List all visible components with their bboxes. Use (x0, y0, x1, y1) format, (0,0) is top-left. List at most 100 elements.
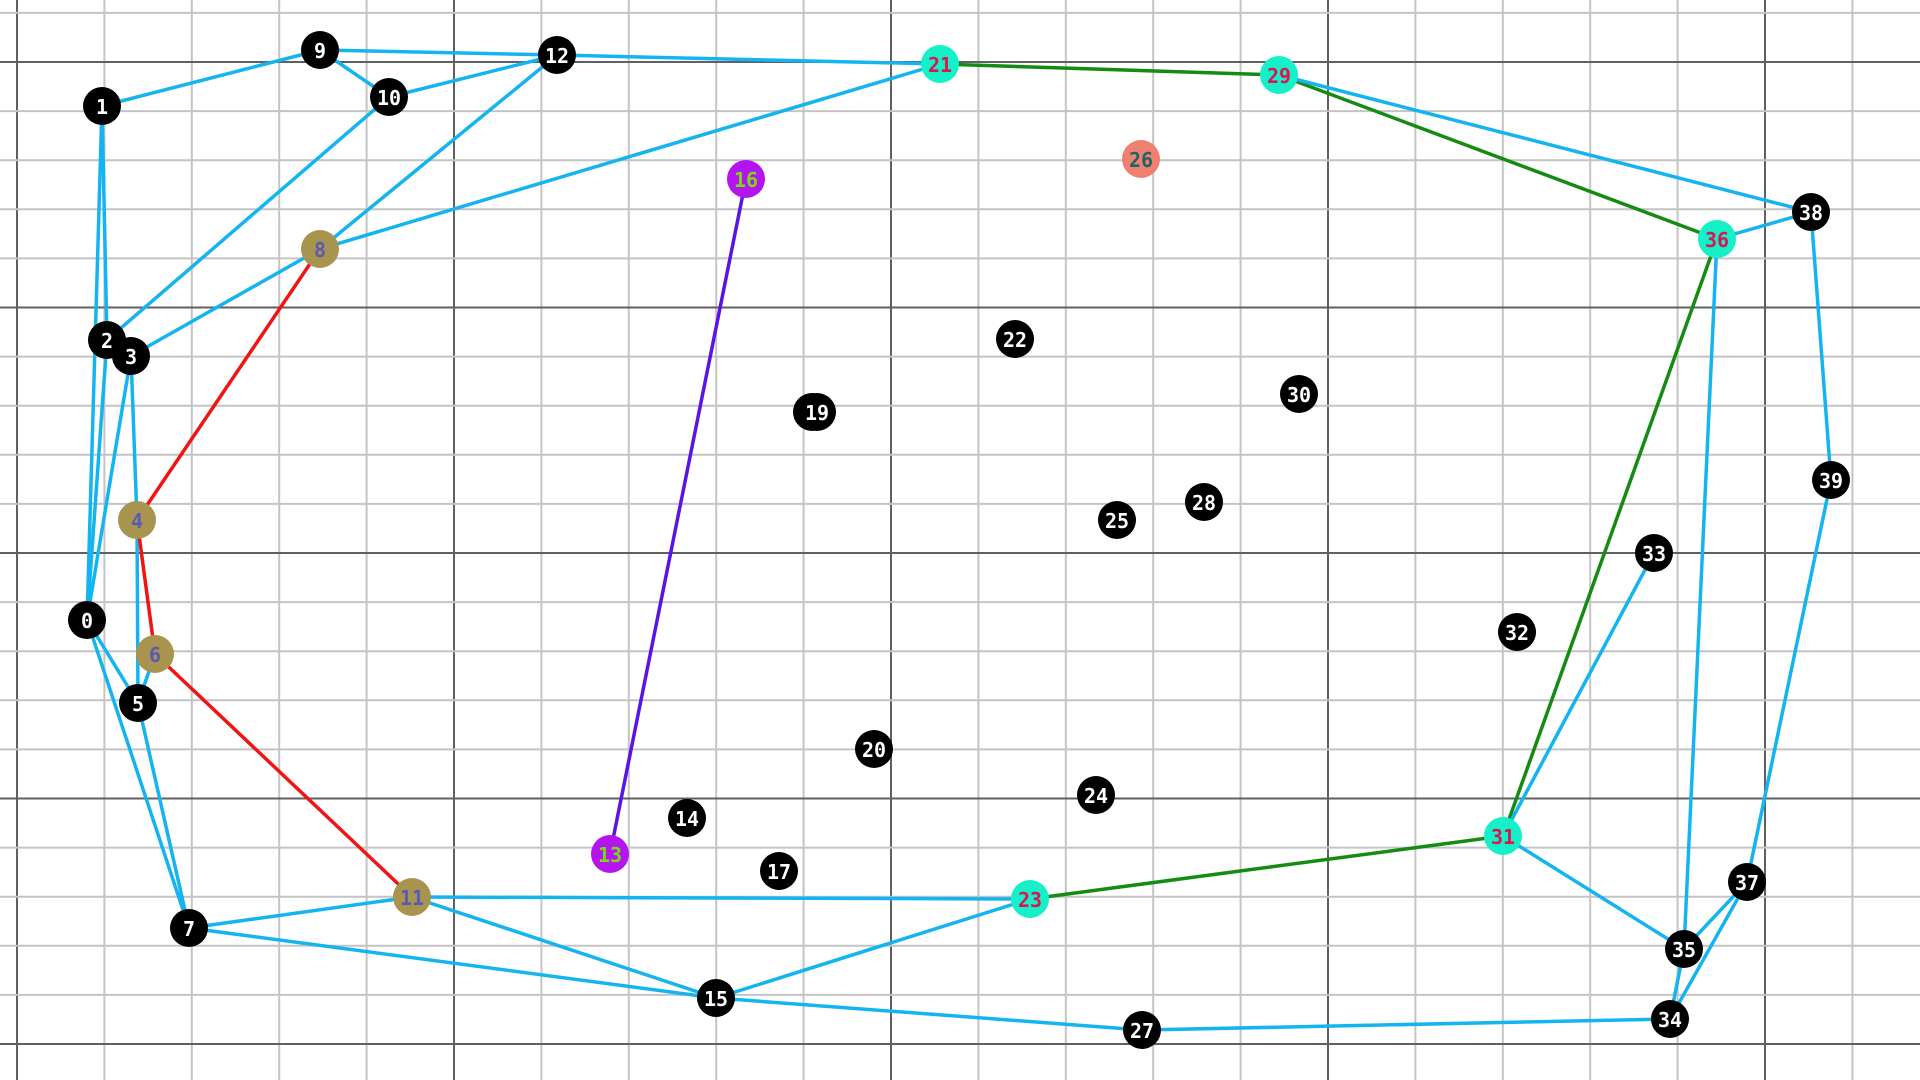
node-circle (1665, 930, 1703, 968)
node-16[interactable]: 16 (727, 160, 765, 198)
node-26[interactable]: 26 (1122, 140, 1160, 178)
node-circle (760, 852, 798, 890)
node-label: 30 (1287, 383, 1311, 407)
edge-21-29 (938, 62, 1281, 77)
node-circle (1185, 483, 1223, 521)
node-28[interactable]: 28 (1185, 483, 1223, 521)
node-circle (798, 393, 836, 431)
node-circle (1123, 1011, 1161, 1049)
node-23[interactable]: 23 (1011, 880, 1049, 918)
node-circle (83, 87, 121, 125)
node-label: 27 (1130, 1019, 1154, 1043)
node-8[interactable]: 8 (301, 230, 339, 268)
node-circle (136, 635, 174, 673)
node-12[interactable]: 12 (538, 36, 576, 74)
node-33[interactable]: 33 (1635, 534, 1673, 572)
node-25[interactable]: 25 (1098, 501, 1136, 539)
edge-36-35 (1682, 237, 1719, 951)
edge-9-12 (318, 48, 559, 57)
node-24[interactable]: 24 (1077, 776, 1115, 814)
node-circle (1698, 220, 1736, 258)
edge-31-35 (1501, 834, 1686, 951)
node-27[interactable]: 27 (1123, 1011, 1161, 1049)
edge-6-11 (153, 652, 414, 899)
node-label: 2 (101, 329, 113, 353)
node-32[interactable]: 32 (1498, 613, 1536, 651)
node-label: 1 (96, 95, 108, 119)
node-35[interactable]: 35 (1665, 930, 1703, 968)
edge-2-0 (85, 338, 109, 622)
node-label: 17 (767, 860, 791, 884)
node-circle (301, 31, 339, 69)
node-label: 25 (1105, 509, 1129, 533)
node-circle (668, 799, 706, 837)
node-label: 11 (400, 886, 424, 910)
node-5[interactable]: 5 (119, 684, 157, 722)
node-38[interactable]: 38 (1792, 193, 1830, 231)
node-36[interactable]: 36 (1698, 220, 1736, 258)
node-label: 4 (131, 509, 143, 533)
node-34[interactable]: 34 (1651, 1000, 1689, 1038)
edge-4-5 (135, 518, 140, 705)
edge-11-23 (410, 895, 1032, 901)
node-label: 39 (1819, 469, 1843, 493)
node-39[interactable]: 39 (1812, 461, 1850, 499)
node-15[interactable]: 15 (697, 979, 735, 1017)
node-14[interactable]: 14 (668, 799, 706, 837)
node-circle (727, 160, 765, 198)
node-9[interactable]: 9 (301, 31, 339, 69)
node-circle (1122, 140, 1160, 178)
node-circle (119, 684, 157, 722)
node-4[interactable]: 4 (118, 501, 156, 539)
node-10[interactable]: 10 (370, 78, 408, 116)
node-17[interactable]: 17 (760, 852, 798, 890)
node-label: 31 (1491, 825, 1515, 849)
node-label: 19 (805, 401, 829, 425)
node-37[interactable]: 37 (1728, 863, 1766, 901)
node-circle (1651, 1000, 1689, 1038)
node-circle (1011, 880, 1049, 918)
node-label: 3 (125, 345, 137, 369)
node-6[interactable]: 6 (136, 635, 174, 673)
node-label: 36 (1705, 228, 1729, 252)
node-label: 9 (314, 39, 326, 63)
node-1[interactable]: 1 (83, 87, 121, 125)
edge-37-34 (1668, 880, 1749, 1021)
node-22[interactable]: 22 (996, 320, 1034, 358)
node-label: 10 (377, 86, 401, 110)
edge-3-0 (85, 354, 133, 622)
node-circle (1812, 461, 1850, 499)
node-circle (68, 601, 106, 639)
node-label: 24 (1084, 784, 1108, 808)
node-3[interactable]: 3 (112, 337, 150, 375)
edge-27-34 (1140, 1017, 1672, 1032)
node-19[interactable]: 19 (798, 393, 836, 431)
node-13[interactable]: 13 (591, 835, 629, 873)
node-30[interactable]: 30 (1280, 375, 1318, 413)
node-circle (855, 730, 893, 768)
node-31[interactable]: 31 (1484, 817, 1522, 855)
edge-10-2 (105, 95, 391, 342)
node-0[interactable]: 0 (68, 601, 106, 639)
node-label: 12 (545, 44, 569, 68)
node-label: 7 (183, 917, 195, 941)
node-circle (1280, 375, 1318, 413)
node-20[interactable]: 20 (855, 730, 893, 768)
node-circle (1098, 501, 1136, 539)
node-circle (921, 45, 959, 83)
node-21[interactable]: 21 (921, 45, 959, 83)
node-label: 0 (81, 609, 93, 633)
node-7[interactable]: 7 (170, 909, 208, 947)
node-label: 22 (1003, 328, 1027, 352)
node-label: 33 (1642, 542, 1666, 566)
node-11[interactable]: 11 (393, 878, 431, 916)
node-label: 28 (1192, 491, 1216, 515)
node-circle (996, 320, 1034, 358)
node-label: 6 (149, 643, 161, 667)
node-label: 15 (704, 987, 728, 1011)
node-29[interactable]: 29 (1260, 56, 1298, 94)
edge-31-36 (1501, 237, 1719, 838)
node-label: 26 (1129, 148, 1153, 172)
